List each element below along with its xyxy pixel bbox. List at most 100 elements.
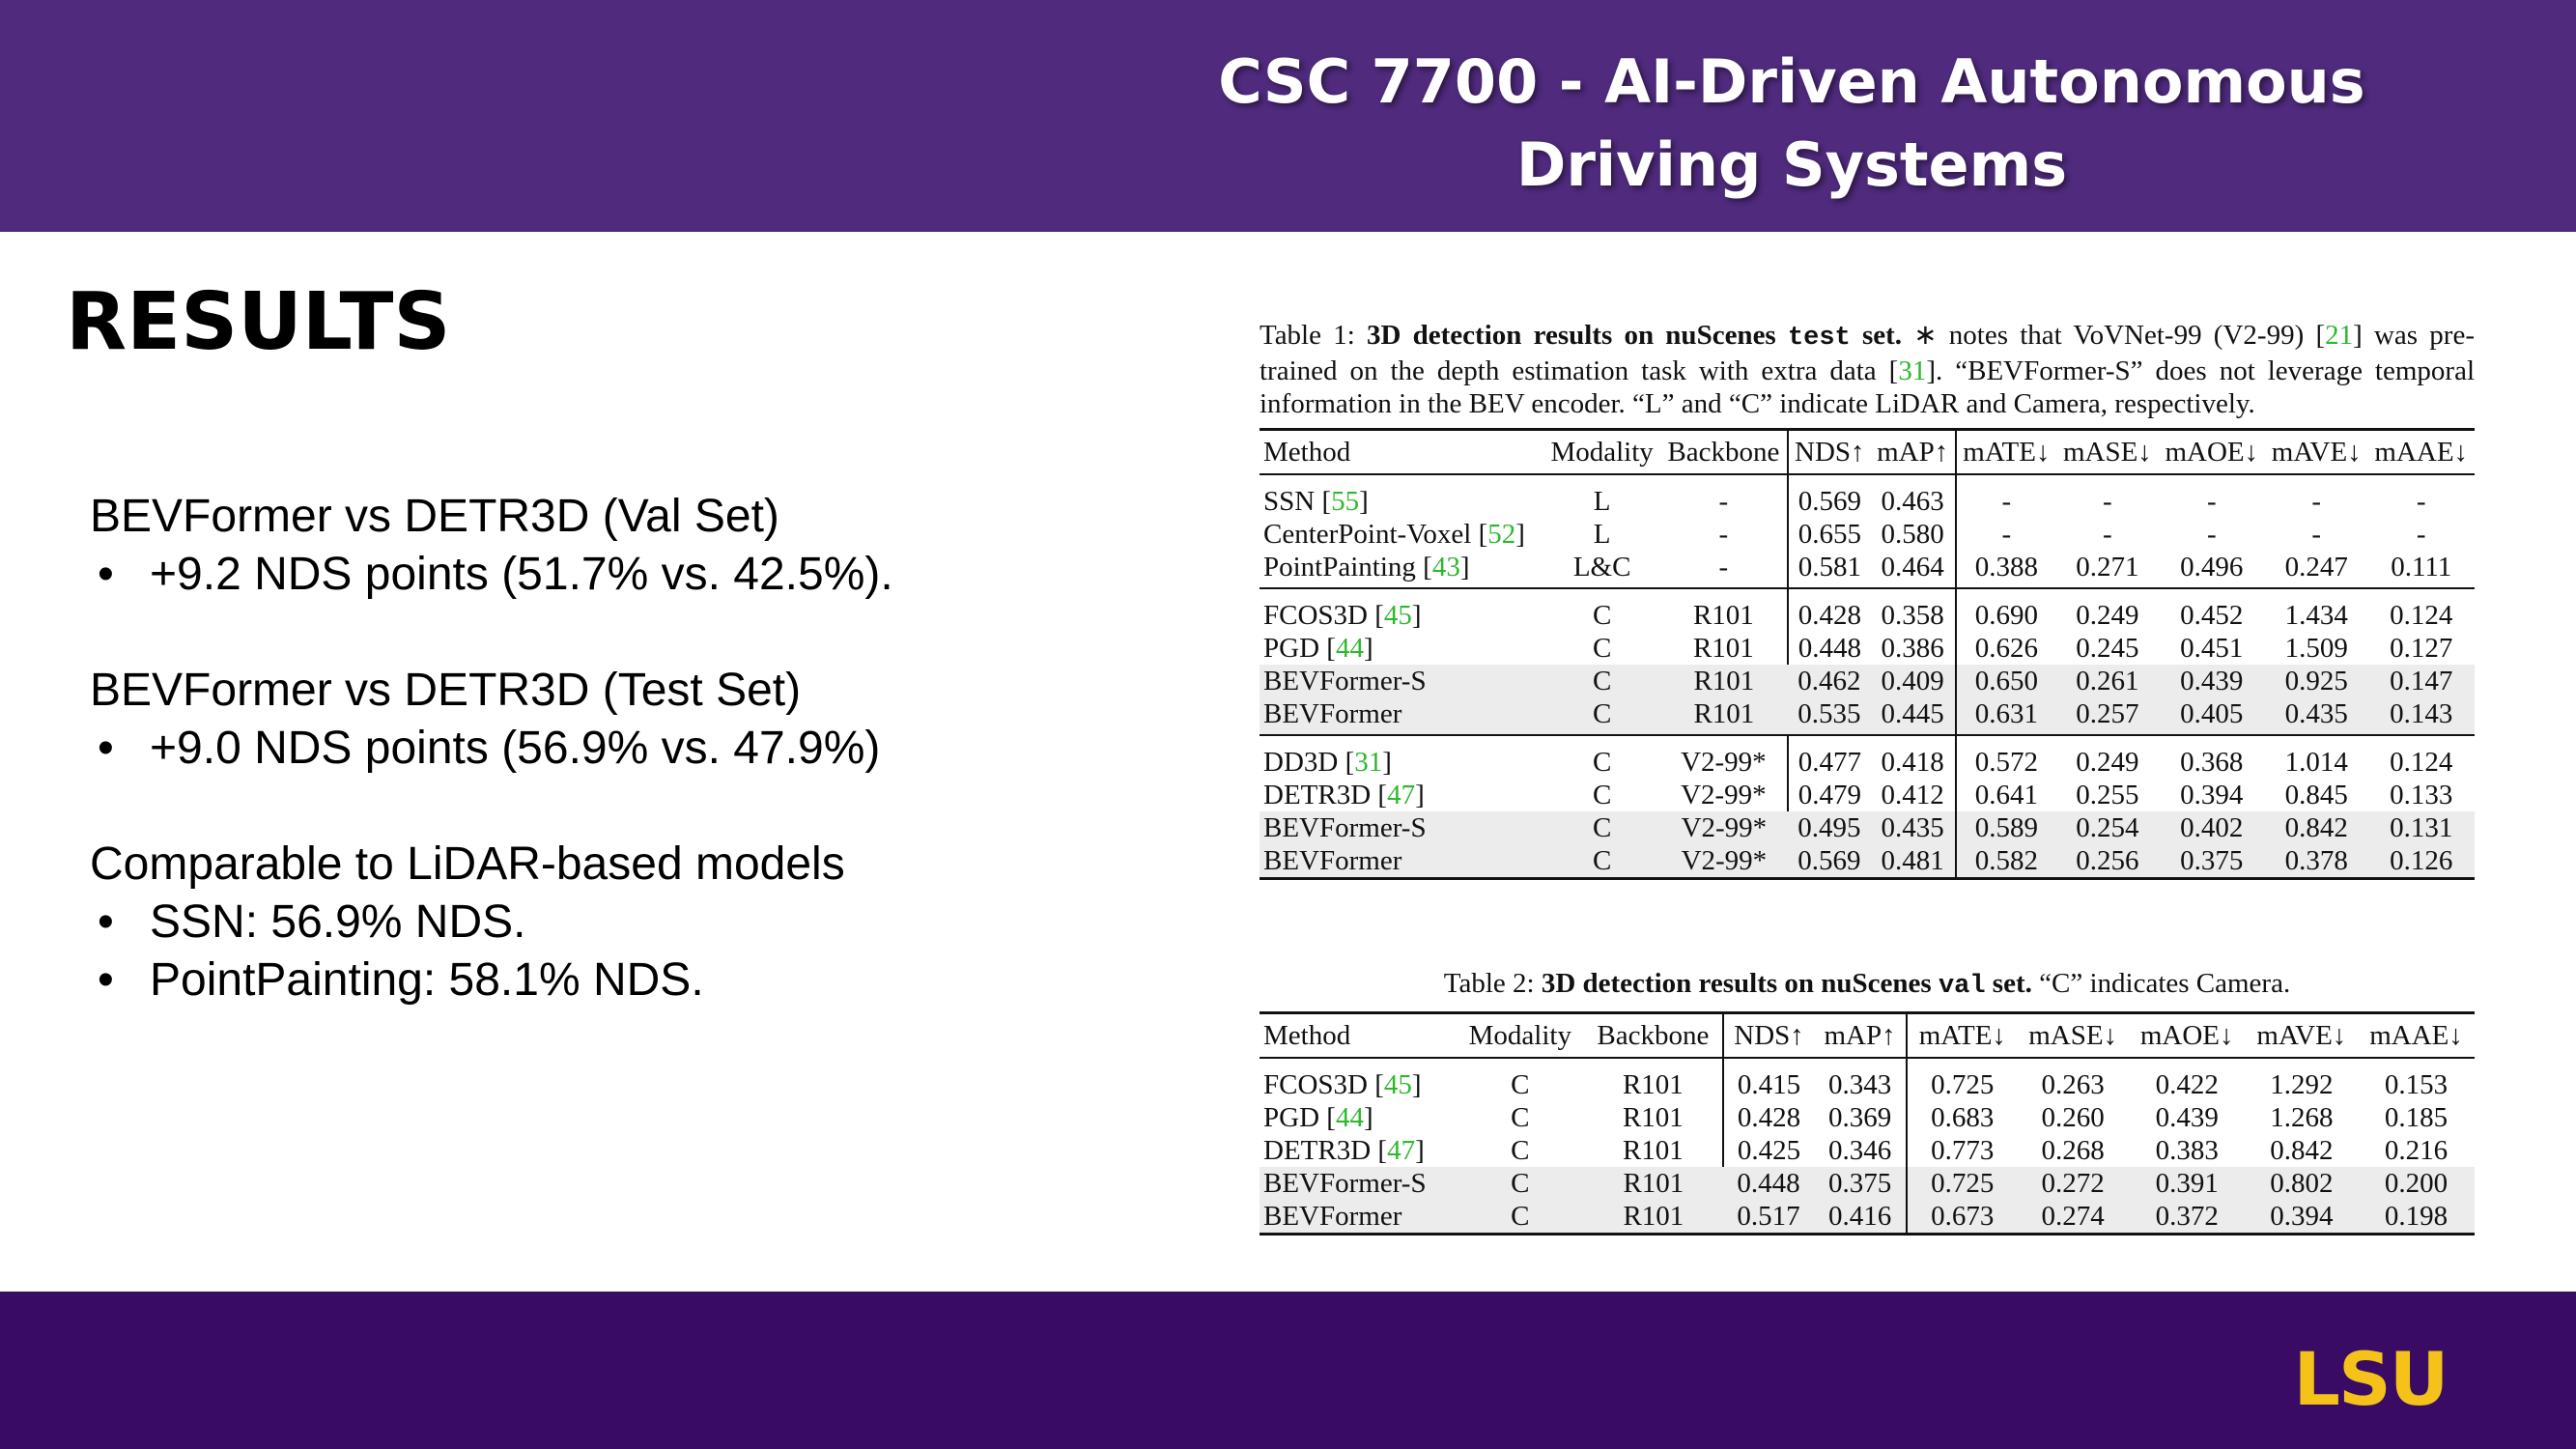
- modality-cell: L&C: [1572, 551, 1631, 582]
- table-row: SSN [55] L -0.569 0.463- - - - -: [1260, 474, 2475, 518]
- citation-link[interactable]: 31: [1898, 355, 1927, 386]
- mase-cell: 0.256: [2056, 844, 2159, 879]
- bullet-heading: BEVFormer vs DETR3D (Val Set): [90, 491, 779, 542]
- citation-link[interactable]: 52: [1487, 518, 1516, 550]
- table-row: CenterPoint-Voxel [52] L -0.655 0.580- - - - -: [1260, 518, 2475, 551]
- maoe-cell: -: [2206, 485, 2217, 517]
- table1-header-row: Method Modality Backbone NDS↑ mAP↑ mATE↓ mASE↓…: [1260, 429, 2475, 474]
- nds-cell: 0.655: [1786, 518, 1871, 551]
- table-row: DETR3D [47] C R101 0.425 0.346 0.773 0.268 0.38…: [1260, 1134, 2475, 1167]
- caption-text: ] was pre-trained on the depth estimatio…: [1260, 320, 2475, 386]
- citation-link[interactable]: 21: [2325, 320, 2354, 351]
- column-header-mave: mAVE↓: [2271, 436, 2362, 468]
- maoe-cell: 0.452: [2180, 599, 2244, 631]
- method-name: PGD: [1263, 632, 1327, 664]
- method-name: DETR3D: [1263, 1134, 1378, 1166]
- modality-cell: C: [1456, 1167, 1584, 1200]
- mate-cell: 0.641: [1954, 779, 2057, 811]
- maae-cell: 0.147: [2367, 665, 2475, 697]
- mate-cell: 0.589: [1954, 811, 2057, 844]
- maae-cell: 0.143: [2367, 697, 2475, 735]
- method-name: SSN: [1263, 485, 1322, 517]
- bullet-item: +9.0 NDS points (56.9% vs. 47.9%): [90, 720, 1172, 778]
- table-row: BEVFormer C V2-99* 0.569 0.481 0.582 0.256 0.37…: [1260, 844, 2475, 879]
- column-header-maae: mAAE↓: [2369, 1019, 2463, 1051]
- mate-cell: 0.626: [1954, 632, 2057, 665]
- backbone-cell: R101: [1622, 1101, 1684, 1133]
- method-cell: FCOS3D [45]: [1263, 599, 1422, 631]
- nds-cell: 0.581: [1786, 551, 1871, 588]
- map-cell: 0.386: [1881, 632, 1944, 664]
- method-cell: BEVFormer: [1260, 844, 1544, 879]
- maae-cell: 0.216: [2384, 1134, 2449, 1166]
- caption-mono: val: [1938, 972, 1986, 1001]
- column-header-modality: Modality: [1468, 1019, 1571, 1051]
- maae-cell: 0.124: [2390, 746, 2453, 778]
- mate-cell: 0.773: [1906, 1134, 2018, 1167]
- column-header-map: mAP↑: [1824, 1019, 1896, 1051]
- modality-cell: C: [1511, 1068, 1530, 1100]
- maae-cell: 0.133: [2390, 779, 2453, 810]
- citation-link[interactable]: 47: [1387, 779, 1416, 810]
- lsu-logo: LSU: [2294, 1345, 2449, 1412]
- mate-cell: 0.683: [1906, 1101, 2018, 1134]
- maoe-cell: 0.394: [2180, 779, 2244, 810]
- table-row: FCOS3D [45] C R101 0.415 0.343 0.725 0.263 0.42…: [1260, 1058, 2475, 1101]
- citation-link[interactable]: 55: [1331, 485, 1360, 517]
- mave-cell: 1.509: [2284, 632, 2348, 664]
- table-row: PGD [44] C R101 0.448 0.386 0.626 0.245 0.451 1.…: [1260, 632, 2475, 665]
- method-cell: CenterPoint-Voxel [52]: [1263, 518, 1525, 550]
- bullet-block: Comparable to LiDAR-based models SSN: 56…: [90, 836, 1172, 1009]
- caption-bold2: set.: [1985, 968, 2032, 999]
- citation-link[interactable]: 45: [1383, 599, 1412, 631]
- citation-link[interactable]: 44: [1335, 1101, 1364, 1133]
- map-cell: 0.375: [1814, 1167, 1908, 1200]
- citation-link[interactable]: 47: [1387, 1134, 1416, 1166]
- modality-cell: C: [1543, 844, 1660, 879]
- section-title: RESULTS: [66, 276, 451, 368]
- mase-cell: 0.260: [2041, 1101, 2105, 1133]
- mave-cell: 1.292: [2270, 1068, 2334, 1100]
- table-row: BEVFormer-S C V2-99* 0.495 0.435 0.589 0.254 0.…: [1260, 811, 2475, 844]
- method-name: DD3D: [1263, 746, 1345, 778]
- citation-link[interactable]: 44: [1335, 632, 1364, 664]
- map-cell: 0.412: [1881, 779, 1944, 810]
- mate-cell: 0.725: [1906, 1167, 2018, 1200]
- mase-cell: 0.274: [2017, 1200, 2129, 1235]
- maoe-cell: 0.439: [2155, 1101, 2219, 1133]
- modality-cell: C: [1543, 811, 1660, 844]
- mase-cell: 0.268: [2041, 1134, 2105, 1166]
- mate-cell: 0.690: [1954, 588, 2057, 632]
- citation-link[interactable]: 31: [1354, 746, 1383, 778]
- table2-caption: Table 2: 3D detection results on nuScene…: [1260, 966, 2475, 1004]
- method-name: PointPainting: [1263, 551, 1424, 582]
- column-header-maoe: mAOE↓: [2139, 1019, 2234, 1051]
- mase-cell: 0.272: [2017, 1167, 2129, 1200]
- column-header-modality: Modality: [1550, 436, 1654, 468]
- method-name: DETR3D: [1263, 779, 1378, 810]
- table-row: PGD [44] C R101 0.428 0.369 0.683 0.260 0.439 1.…: [1260, 1101, 2475, 1134]
- mave-cell: 0.842: [2270, 1134, 2334, 1166]
- method-cell: PointPainting [43]: [1263, 551, 1470, 582]
- modality-cell: L: [1593, 485, 1611, 517]
- maae-cell: 0.185: [2384, 1101, 2449, 1133]
- header-bar: [0, 0, 2576, 232]
- method-name: CenterPoint-Voxel: [1263, 518, 1479, 550]
- map-cell: 0.409: [1870, 665, 1956, 697]
- maae-cell: 0.131: [2367, 811, 2475, 844]
- column-header-nds: NDS↑: [1722, 1012, 1815, 1058]
- method-name: BEVFormer: [1263, 844, 1402, 876]
- table-row: FCOS3D [45] C R101 0.428 0.358 0.690 0.249 0.45…: [1260, 588, 2475, 632]
- caption-bold2: set.: [1850, 320, 1903, 351]
- backbone-cell: V2-99*: [1681, 779, 1767, 810]
- table1: Method Modality Backbone NDS↑ mAP↑ mATE↓ mASE↓…: [1260, 428, 2475, 880]
- bullet-item: +9.2 NDS points (51.7% vs. 42.5%).: [90, 546, 1172, 604]
- citation-link[interactable]: 45: [1383, 1068, 1412, 1100]
- mate-cell: 0.388: [1954, 551, 2057, 588]
- maae-cell: 0.200: [2358, 1167, 2475, 1200]
- citation-link[interactable]: 43: [1431, 551, 1460, 582]
- backbone-cell: -: [1718, 485, 1729, 517]
- caption-mono: test: [1787, 324, 1851, 353]
- mase-cell: 0.254: [2056, 811, 2159, 844]
- modality-cell: C: [1543, 665, 1660, 697]
